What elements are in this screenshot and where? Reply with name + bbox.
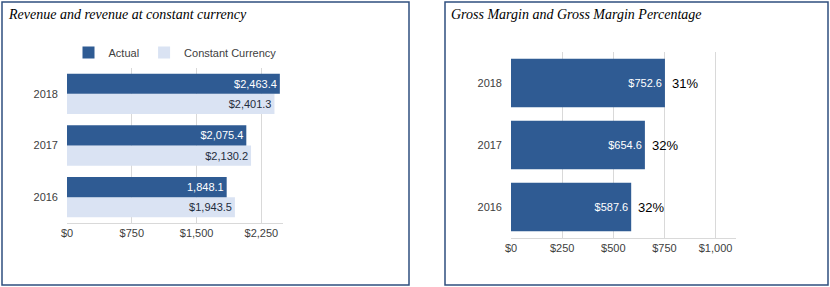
svg-text:2017: 2017 [34,139,58,151]
svg-text:Revenue and revenue at constan: Revenue and revenue at constant currency [8,7,247,22]
svg-text:$0: $0 [505,242,517,254]
svg-text:$250: $250 [550,242,574,254]
svg-text:$2,130.2: $2,130.2 [205,150,248,162]
svg-text:$587.6: $587.6 [595,201,629,213]
svg-text:2016: 2016 [478,201,502,213]
svg-text:$1,000: $1,000 [699,242,733,254]
svg-text:$2,250: $2,250 [245,227,279,239]
svg-text:$752.6: $752.6 [628,77,662,89]
svg-text:Actual: Actual [109,47,140,59]
svg-text:Constant Currency: Constant Currency [184,47,276,59]
svg-text:2018: 2018 [478,77,502,89]
svg-text:$1,500: $1,500 [180,227,214,239]
svg-text:2017: 2017 [478,139,502,151]
svg-text:$2,075.4: $2,075.4 [200,129,243,141]
svg-text:1,848.1: 1,848.1 [187,181,224,193]
svg-text:$750: $750 [120,227,144,239]
svg-text:32%: 32% [652,138,678,153]
svg-text:$654.6: $654.6 [608,139,642,151]
svg-text:$2,401.3: $2,401.3 [229,98,272,110]
svg-text:Gross Margin and Gross Margin: Gross Margin and Gross Margin Percentage [451,7,702,22]
svg-text:32%: 32% [638,200,664,215]
svg-text:$500: $500 [601,242,625,254]
svg-text:31%: 31% [672,76,698,91]
svg-text:2016: 2016 [34,191,58,203]
svg-text:$0: $0 [61,227,73,239]
svg-text:$750: $750 [652,242,676,254]
svg-text:$1,943.5: $1,943.5 [189,201,232,213]
svg-text:$2,463.4: $2,463.4 [234,78,277,90]
svg-text:2018: 2018 [34,88,58,100]
